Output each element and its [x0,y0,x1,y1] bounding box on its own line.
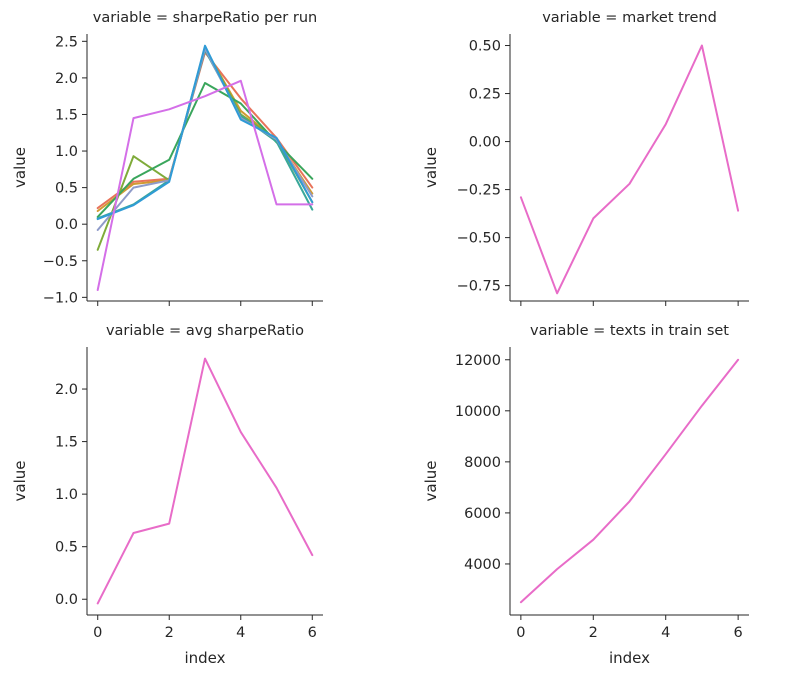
x-tick-label: 4 [661,625,670,641]
y-tick-label: −0.75 [457,279,501,295]
x-tick-label: 2 [589,625,598,641]
series-line-2 [96,47,314,212]
panel-title: variable = market trend [542,10,717,26]
series-line-8 [96,79,314,291]
series-line-1 [519,358,740,604]
y-tick-label: 0.0 [55,592,78,608]
panel-title: variable = texts in train set [530,323,729,339]
y-tick-label: 0.5 [55,181,78,197]
chart-panels: variable = sharpeRatio per run −1.0 −0.5 0.… [11,10,749,667]
y-tick-label: 12000 [455,353,501,369]
x-axis-label: index [609,649,650,667]
y-tick-label: −0.25 [457,183,501,199]
chart-panel-2: variable = market trend −0.75 −0.50 −0.25 0.… [422,10,749,306]
y-tick-label: 10000 [455,404,501,420]
x-tick-label: 4 [236,625,245,641]
x-tick-label: 0 [516,625,525,641]
y-tick-label: 6000 [464,506,501,522]
y-tick-label: 2.5 [55,34,78,50]
y-tick-label: 1.0 [55,144,78,160]
y-tick-label: 0.25 [469,87,501,103]
series-line-1 [96,357,314,605]
y-tick-label: −0.50 [457,231,501,247]
y-tick-label: 4000 [464,557,501,573]
y-tick-label: 0.5 [55,540,78,556]
y-tick-label: 1.5 [55,107,78,123]
x-tick-label: 0 [93,625,102,641]
y-tick-label: 2.0 [55,71,78,87]
panel-title: variable = avg sharpeRatio [106,323,304,339]
y-tick-label: −1.0 [43,290,78,306]
y-tick-label: 0.00 [469,135,501,151]
y-axis-label: value [422,147,440,188]
panel-title: variable = sharpeRatio per run [93,10,317,26]
chart-panel-4: variable = texts in train set 4000 6000 800… [422,323,749,667]
y-axis-label: value [422,461,440,502]
series-line-1 [519,44,740,295]
x-axis-label: index [184,649,225,667]
y-tick-label: 1.5 [55,435,78,451]
y-axis-label: value [11,461,29,502]
y-tick-label: 1.0 [55,487,78,503]
x-tick-label: 6 [734,625,743,641]
chart-panel-3: variable = avg sharpeRatio 0.0 0.5 1.0 1.5 2.… [11,323,323,667]
y-tick-label: −0.5 [43,254,78,270]
x-tick-label: 2 [165,625,174,641]
y-tick-label: 8000 [464,455,501,471]
y-tick-label: 0.50 [469,39,501,55]
series-line-7 [96,44,314,221]
y-axis-label: value [11,147,29,188]
y-tick-label: 0.0 [55,217,78,233]
x-tick-label: 6 [308,625,317,641]
series-line-1 [96,51,314,210]
chart-panel-1: variable = sharpeRatio per run −1.0 −0.5 0.… [11,10,323,306]
y-tick-label: 2.0 [55,382,78,398]
